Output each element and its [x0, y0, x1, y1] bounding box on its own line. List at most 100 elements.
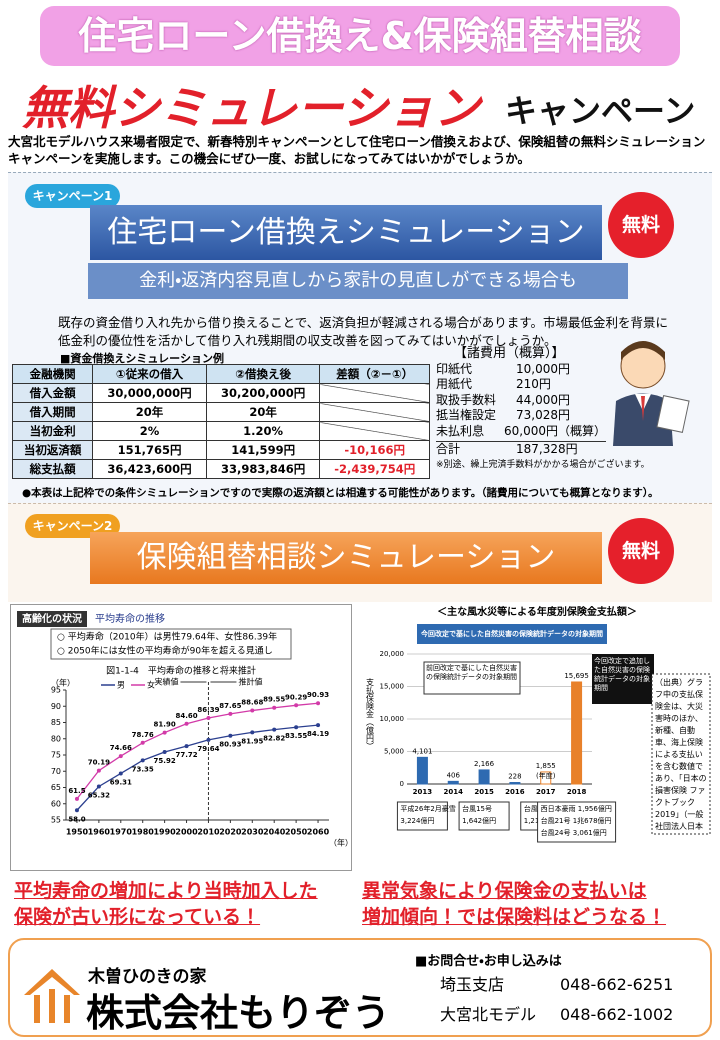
- campaign-subtitle: 金利・返済内容見直しから家計の見直しができる場合も: [88, 263, 628, 299]
- y-tick-label: 80: [51, 734, 61, 743]
- point: [206, 715, 211, 720]
- campaign-title-box: [90, 205, 602, 260]
- caption-right: 異常気象により保険金の支払いは 増加傾向！では保険料はどうなる！: [362, 878, 666, 930]
- header-cell: 差額（②－①）: [319, 364, 430, 384]
- x-tick-label: 2013: [413, 788, 433, 796]
- cell: 36,423,600円: [92, 459, 207, 479]
- y-tick-label: 65: [51, 783, 61, 792]
- figure-title: 図1-1-4 平均寿命の推移と将来推計: [106, 665, 256, 677]
- table-row: 当初金利 2% 1.20%: [11, 421, 430, 441]
- fee-label: 抵当権設定: [436, 408, 497, 422]
- subtitle-suffix: キャンペーン: [505, 92, 696, 130]
- free-badge: 無料: [608, 518, 674, 584]
- point-label: 87.65: [219, 702, 241, 710]
- disclaimer: ●本表は上記枠での条件シミュレーションですので実際の返済額とは相違する可能性があ…: [22, 487, 659, 499]
- caption-line: 増加傾向！では保険料はどうなる！: [362, 906, 667, 928]
- event-text: 3,224億円: [400, 816, 434, 825]
- bar-label: 4,101: [412, 747, 432, 755]
- header-cell: ①従来の借入: [92, 364, 207, 384]
- row-label: 当初金利: [11, 421, 94, 441]
- x-tick-label: 1950: [66, 828, 89, 837]
- title-banner: [40, 6, 680, 66]
- x-unit: (年度): [536, 771, 556, 780]
- point: [272, 727, 277, 732]
- x-tick-label: 1970: [110, 828, 133, 837]
- campaign-title: 保険組替相談シミュレーション: [90, 532, 602, 584]
- point: [294, 703, 299, 708]
- x-tick-label: 2040: [263, 828, 286, 837]
- table-row: 総支払額 36,423,600円 33,983,846円 -2,439,754円: [11, 459, 430, 479]
- cell: 2%: [92, 421, 207, 441]
- table-row: 当初返済額 151,765円 141,599円 -10,166円: [11, 440, 430, 460]
- person-illustration: [613, 341, 690, 446]
- point: [250, 708, 255, 713]
- fee-label: 未払利息: [436, 423, 485, 438]
- point: [316, 701, 321, 706]
- row-label: 当初返済額: [11, 440, 94, 460]
- point: [250, 730, 255, 735]
- point-label: 86.39: [197, 706, 219, 714]
- point-label: 74.66: [110, 744, 132, 752]
- point-label: 90.93: [307, 691, 329, 699]
- event-text: 台風15号: [462, 804, 492, 813]
- y-tick-label: 90: [51, 702, 61, 711]
- fee-label: 印紙代: [436, 361, 473, 376]
- y-tick-label: 20,000: [380, 650, 405, 658]
- point: [294, 725, 299, 730]
- campaign-title: 住宅ローン借換えシミュレーション: [107, 215, 585, 250]
- cell: 1.20%: [205, 421, 321, 441]
- subtitle: 無料シミュレーション: [22, 81, 481, 135]
- contact-title: ■お問合せ・お申し込みは: [415, 954, 562, 969]
- point: [140, 740, 145, 745]
- legend-label: 女: [147, 680, 155, 690]
- x-tick-label: 2014: [444, 788, 464, 796]
- point: [206, 737, 211, 742]
- point-label: 88.68: [241, 699, 263, 707]
- event-box: [458, 801, 510, 831]
- event-text: 1,642億円: [462, 816, 496, 825]
- fee-value: 44,000円: [516, 392, 570, 407]
- cell: 30,200,000円: [205, 383, 321, 403]
- fee-label: 合計: [436, 442, 461, 456]
- fee-row: 取扱手数料 44,000円: [436, 393, 606, 409]
- point: [74, 796, 79, 801]
- x-tick-label: 2018: [567, 788, 587, 796]
- source-box: [651, 673, 711, 835]
- point: [74, 808, 79, 813]
- point: [96, 768, 101, 773]
- x-tick-label: 2000: [175, 828, 198, 837]
- row-label: 総支払額: [11, 459, 94, 479]
- table-row: 借入期間 20年 20年: [11, 402, 430, 422]
- y-tick-label: 60: [51, 799, 61, 808]
- y-tick-label: 5,000: [384, 748, 404, 756]
- contact-row: 大宮北モデル 048-662-1002: [440, 1000, 673, 1030]
- diagonal-cell: [319, 421, 430, 441]
- point: [118, 771, 123, 776]
- previous-period: 前回改定で基にした自然災害の保険統計データの対象期間: [426, 664, 517, 681]
- forecast-label: 推計値: [238, 677, 262, 687]
- point-label: 84.60: [175, 712, 197, 720]
- added-period: 今回改定で追加した自然災害の保険統計データの対象期間: [594, 657, 650, 692]
- cell: 33,983,846円: [205, 459, 321, 479]
- point: [228, 733, 233, 738]
- contacts: 埼玉支店 048-662-6251 大宮北モデル 048-662-1002: [440, 970, 673, 1030]
- x-tick-label: 2016: [505, 788, 525, 796]
- point-label: 73.35: [132, 765, 154, 773]
- bar: [416, 756, 428, 785]
- x-tick-label: 1960: [88, 828, 111, 837]
- fee-value: 187,328円: [516, 442, 578, 456]
- section-label: 高齢化の状況: [22, 612, 82, 625]
- y-tick-label: 15,000: [380, 683, 405, 691]
- logo-mark: [24, 969, 80, 1023]
- x-tick-label: 2017: [536, 788, 556, 796]
- fee-label: 用紙代: [436, 377, 473, 391]
- row-label: 借入金額: [11, 383, 94, 403]
- bar: [447, 780, 459, 785]
- bar: [540, 771, 552, 785]
- fee-row: 未払利息 60,000円（概算）: [436, 424, 606, 440]
- brand-sub: 木曽ひのきの家: [88, 967, 207, 987]
- point-label: 65.32: [88, 791, 110, 799]
- y-tick-label: 85: [51, 718, 61, 727]
- section-label-bg: [17, 611, 87, 627]
